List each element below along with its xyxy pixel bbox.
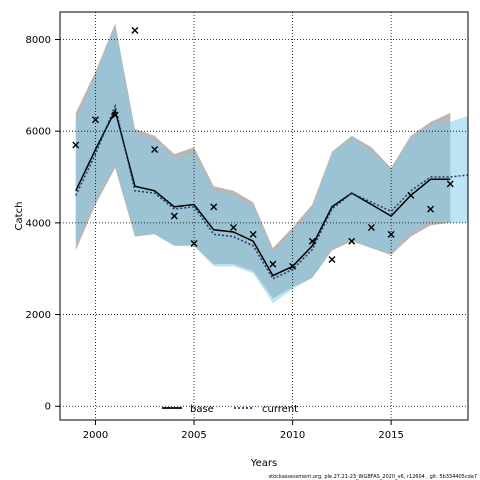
observation-mark-b xyxy=(367,223,375,231)
plot-frame xyxy=(59,11,469,421)
grid-lines xyxy=(60,12,468,420)
observation-point xyxy=(111,111,119,119)
observation-mark-b xyxy=(72,141,80,149)
observation-mark-b xyxy=(131,26,139,34)
observation-mark-b xyxy=(308,237,316,245)
observation-mark-b xyxy=(387,230,395,238)
observation-point xyxy=(249,230,257,238)
observed-points xyxy=(72,26,454,270)
observation-mark-b xyxy=(91,116,99,124)
observation-point xyxy=(289,262,297,270)
observation-point xyxy=(190,240,198,248)
observation-point xyxy=(328,256,336,264)
observation-point xyxy=(427,205,435,213)
axes: 2000 2005 2010 2015 0 2000 4000 6000 8000 xyxy=(26,35,404,441)
observation-point xyxy=(367,223,375,231)
observation-point xyxy=(308,237,316,245)
observation-point xyxy=(446,180,454,188)
footer-note: stockassessment.org, ple.27.21-23_WGBFAS… xyxy=(269,474,477,480)
observation-mark-b xyxy=(427,205,435,213)
confidence-bands xyxy=(75,23,468,304)
observation-point xyxy=(407,191,415,199)
observation-point xyxy=(348,237,356,245)
observation-point xyxy=(210,203,218,211)
y-tick-label: 8000 xyxy=(26,35,51,46)
observation-point xyxy=(131,26,139,34)
observation-mark-b xyxy=(289,262,297,270)
legend: base current xyxy=(162,404,298,415)
observation-point xyxy=(170,212,178,220)
observation-point xyxy=(387,230,395,238)
legend-base-label: base xyxy=(190,404,214,415)
observation-mark-b xyxy=(210,203,218,211)
line-base xyxy=(75,108,451,277)
x-axis-label: Years xyxy=(250,458,277,469)
series-lines xyxy=(75,103,468,280)
x-tick-label: 2000 xyxy=(83,430,108,441)
observation-mark-b xyxy=(190,240,198,248)
x-tick-label: 2005 xyxy=(181,430,206,441)
y-tick-label: 0 xyxy=(45,402,51,413)
band-current xyxy=(75,25,468,304)
y-tick-label: 2000 xyxy=(26,310,51,321)
observation-mark-b xyxy=(111,111,119,119)
x-tick-label: 2015 xyxy=(378,430,403,441)
observation-point xyxy=(91,116,99,124)
observation-mark-b xyxy=(151,146,159,154)
observation-point xyxy=(72,141,80,149)
observation-mark-b xyxy=(328,256,336,264)
y-tick-label: 6000 xyxy=(26,127,51,138)
observation-mark-b xyxy=(446,180,454,188)
observation-mark-b xyxy=(269,260,277,268)
observation-point xyxy=(269,260,277,268)
observation-mark-b xyxy=(348,237,356,245)
y-tick-label: 4000 xyxy=(26,218,51,229)
observation-mark-b xyxy=(229,223,237,231)
observation-point xyxy=(229,223,237,231)
y-axis-label: Catch xyxy=(14,202,25,231)
legend-current-label: current xyxy=(262,404,298,415)
x-tick-label: 2010 xyxy=(280,430,305,441)
observation-point xyxy=(151,146,159,154)
observation-mark-b xyxy=(170,212,178,220)
observation-mark-b xyxy=(407,191,415,199)
observation-mark-b xyxy=(249,230,257,238)
